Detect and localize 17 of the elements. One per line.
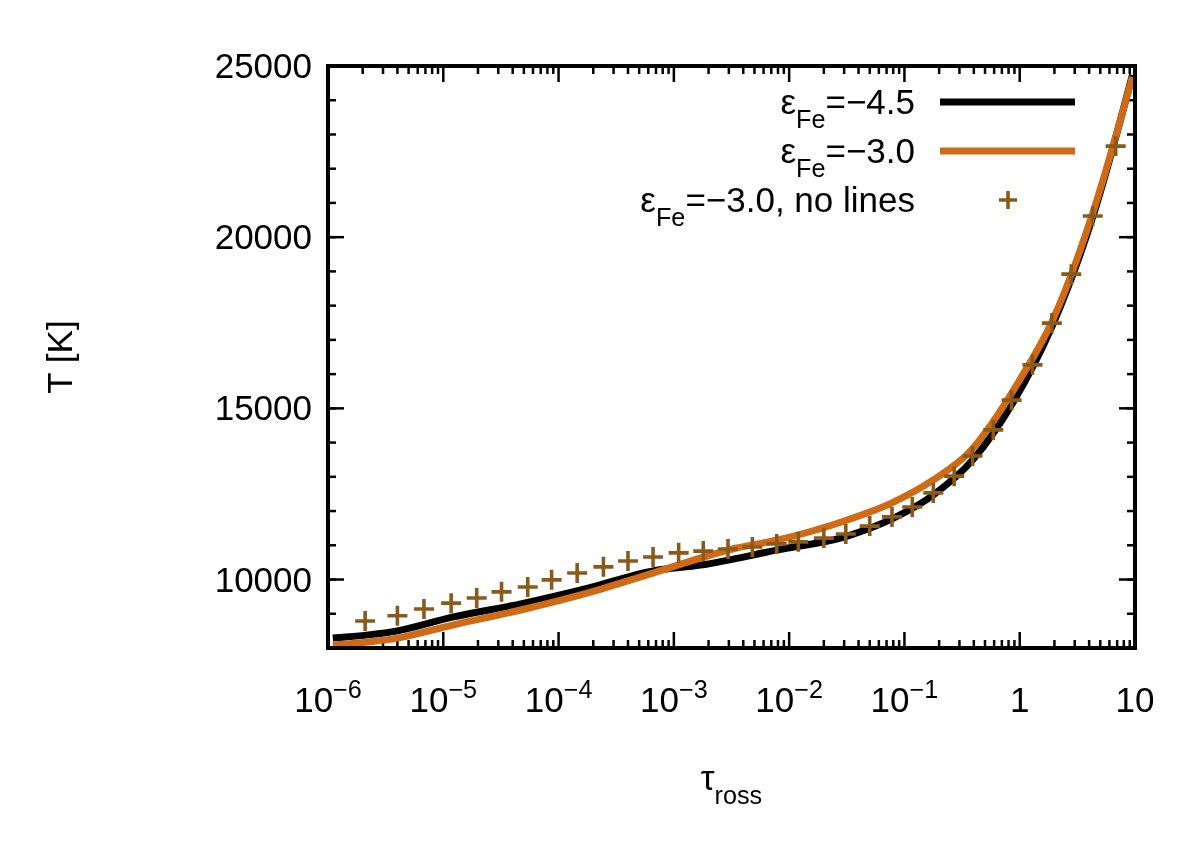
legend-label: ε$_{Fe}$=−3.0 — [780, 131, 915, 182]
x-tick-label: 10$^{−6}$ — [294, 675, 362, 719]
x-axis-title: τ$_{ross}$ — [700, 758, 763, 809]
y-tick-label: 20000 — [214, 217, 312, 257]
x-tick-label: 10$^{−3}$ — [640, 675, 708, 719]
y-tick-label: 10000 — [214, 559, 312, 599]
x-tick-label: 1 — [1009, 680, 1030, 719]
x-tick-label: 10$^{−4}$ — [524, 675, 593, 719]
y-tick-label: 15000 — [214, 388, 312, 428]
x-tick-label: 10$^{−1}$ — [870, 675, 939, 719]
legend-label: ε$_{Fe}$=−3.0, no lines — [640, 180, 915, 231]
y-tick-label: 25000 — [214, 46, 312, 85]
y-axis-title: T [K] — [40, 320, 79, 394]
x-tick-label: 10 — [1115, 680, 1155, 719]
legend-label: ε$_{Fe}$=−4.5 — [780, 82, 915, 133]
x-tick-label: 10$^{−2}$ — [755, 675, 823, 719]
x-tick-label: 10$^{−5}$ — [409, 675, 478, 719]
